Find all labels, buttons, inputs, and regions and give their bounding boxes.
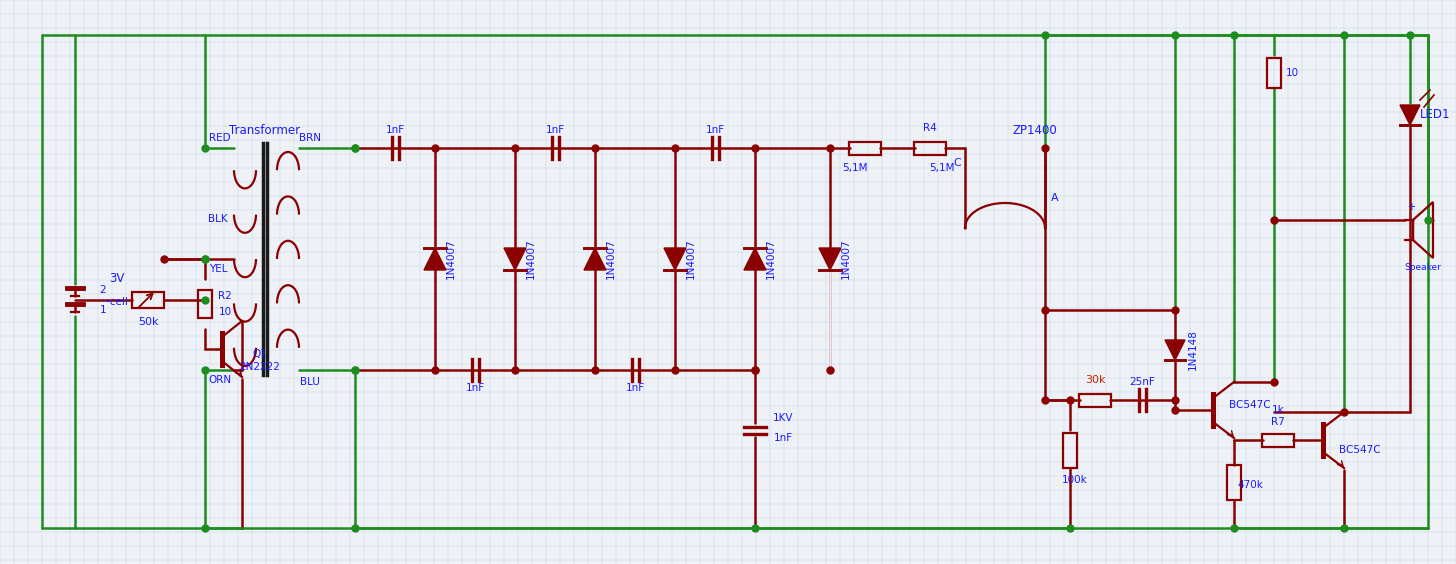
- Text: Q1: Q1: [252, 349, 268, 359]
- Text: 2: 2: [99, 285, 106, 295]
- Text: Transformer: Transformer: [230, 124, 300, 136]
- Text: 1nF: 1nF: [773, 433, 792, 443]
- Text: 1N4007: 1N4007: [686, 239, 696, 279]
- Text: 1k: 1k: [1271, 405, 1284, 415]
- Bar: [849, 142, 881, 155]
- Text: LED1: LED1: [1420, 108, 1450, 121]
- Text: ZP1400: ZP1400: [1012, 124, 1057, 136]
- Bar: [1079, 394, 1111, 407]
- Text: 1N4007: 1N4007: [526, 239, 536, 279]
- Text: 100k: 100k: [1061, 475, 1088, 485]
- Polygon shape: [1401, 105, 1420, 125]
- Polygon shape: [584, 248, 606, 270]
- Polygon shape: [744, 248, 766, 270]
- Bar: [1063, 433, 1077, 468]
- Polygon shape: [424, 248, 446, 270]
- Text: ORN: ORN: [208, 375, 232, 385]
- Text: BC547C: BC547C: [1229, 400, 1271, 410]
- Text: R2: R2: [218, 291, 232, 301]
- Text: BC547C: BC547C: [1340, 445, 1380, 455]
- Text: C: C: [954, 158, 961, 168]
- Text: RED: RED: [210, 133, 232, 143]
- Text: 1nF: 1nF: [466, 383, 485, 393]
- Text: BRN: BRN: [298, 133, 320, 143]
- Text: 5,1M: 5,1M: [842, 163, 868, 173]
- Text: 10: 10: [1286, 68, 1299, 78]
- Text: 470k: 470k: [1238, 480, 1262, 490]
- Text: R7: R7: [1271, 417, 1284, 427]
- Bar: [198, 290, 213, 318]
- Text: 10: 10: [218, 307, 232, 317]
- Text: 30k: 30k: [1085, 375, 1105, 385]
- Text: +: +: [1406, 202, 1415, 212]
- Text: 1nF: 1nF: [546, 125, 565, 135]
- Text: 25nF: 25nF: [1128, 377, 1155, 387]
- Polygon shape: [664, 248, 686, 270]
- Bar: [1267, 58, 1281, 88]
- Text: 50k: 50k: [138, 317, 159, 327]
- Bar: [132, 292, 165, 308]
- Text: BLK: BLK: [208, 214, 227, 224]
- Text: R4: R4: [923, 123, 936, 133]
- Text: 1N4007: 1N4007: [446, 239, 456, 279]
- Text: BLU: BLU: [300, 377, 320, 387]
- Polygon shape: [818, 248, 842, 270]
- Text: 1nF: 1nF: [626, 383, 645, 393]
- Text: 1: 1: [99, 305, 106, 315]
- Polygon shape: [1165, 340, 1185, 360]
- Text: 1N4148: 1N4148: [1188, 329, 1198, 371]
- Text: 1N4007: 1N4007: [606, 239, 616, 279]
- Text: 1KV: 1KV: [773, 413, 794, 423]
- Polygon shape: [504, 248, 526, 270]
- Text: ~cell: ~cell: [102, 297, 128, 307]
- Bar: [1262, 434, 1294, 447]
- Text: 1nF: 1nF: [386, 125, 405, 135]
- Bar: [1227, 465, 1241, 500]
- Text: 1N4007: 1N4007: [766, 239, 776, 279]
- Text: 3V: 3V: [109, 271, 125, 284]
- Text: 2N2222: 2N2222: [240, 362, 281, 372]
- Text: Speaker: Speaker: [1405, 263, 1441, 272]
- Bar: [914, 142, 946, 155]
- Text: 1nF: 1nF: [706, 125, 725, 135]
- Text: YEL: YEL: [208, 264, 227, 274]
- Text: 5,1M: 5,1M: [929, 163, 955, 173]
- Text: 1N4007: 1N4007: [842, 239, 850, 279]
- Text: A: A: [1051, 193, 1059, 203]
